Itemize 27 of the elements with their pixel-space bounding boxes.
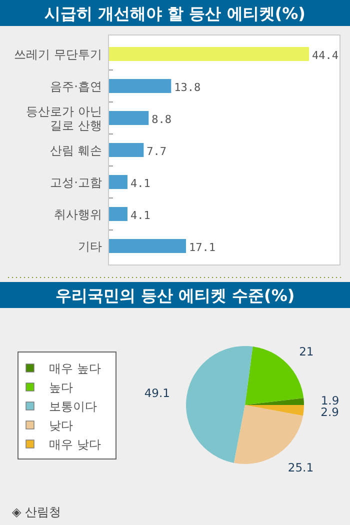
- data-label: 8.8: [152, 113, 172, 126]
- text: ◈ 산림청: [12, 505, 62, 519]
- y-tick-label: 고성·고함: [50, 176, 102, 190]
- legend-label: 보통이다: [49, 400, 97, 414]
- legend-label: 매우 높다: [49, 362, 101, 376]
- y-tick-label: 등산로가 아닌 길로 산행: [26, 104, 102, 132]
- data-label: 2.9: [320, 404, 339, 419]
- data-label: 4.1: [130, 209, 150, 222]
- y-tick-label: 기타: [78, 240, 102, 254]
- chart-title: 우리국민의 등산 에티켓 수준(%): [55, 286, 295, 305]
- y-tick-label: 음주·흡연: [50, 80, 102, 94]
- data-label: 21: [299, 344, 314, 359]
- legend-label: 높다: [49, 380, 73, 394]
- data-label: 4.1: [130, 177, 150, 190]
- data-label: 49.1: [144, 386, 170, 400]
- data-label: 1.9: [320, 393, 340, 408]
- y-tick-label: 산림 훼손: [50, 144, 102, 158]
- data-label: 25.1: [288, 460, 314, 475]
- data-label: 13.8: [174, 81, 201, 94]
- y-tick-label: 쓰레기 무단투기: [14, 48, 102, 62]
- chart-title: 시급히 개선해야 할 등산 에티켓(%): [44, 4, 306, 23]
- data-label: 7.7: [146, 145, 167, 158]
- legend-label: 낮다: [49, 418, 73, 432]
- y-tick-label: 취사행위: [54, 208, 102, 222]
- legend-label: 매우 낮다: [49, 438, 101, 452]
- data-label: 44.4: [312, 49, 339, 62]
- data-label: 17.1: [189, 241, 216, 254]
